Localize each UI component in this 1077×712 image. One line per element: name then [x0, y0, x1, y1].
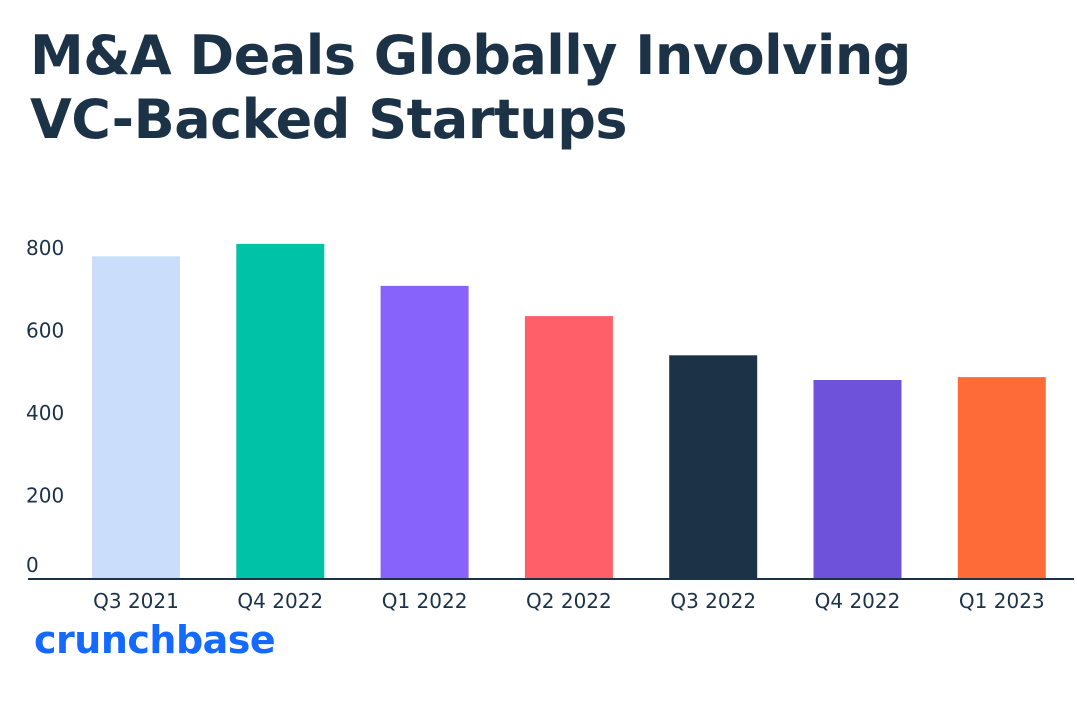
x-tick-label: Q3 2022 [670, 589, 756, 613]
bar-q3-2022 [669, 355, 758, 579]
bars [92, 243, 1046, 579]
bar-q1-2023 [957, 377, 1046, 578]
x-tick-label: Q1 2022 [382, 589, 468, 613]
bar-q4-2022 [236, 243, 325, 578]
x-tick-label: Q2 2022 [526, 589, 612, 613]
y-tick-label: 800 [26, 236, 64, 260]
bar-q4-2022 [813, 380, 902, 578]
x-tick-label: Q4 2022 [815, 589, 901, 613]
y-tick-label: 200 [26, 484, 64, 508]
y-axis-ticks: 0 200 400 600 800 [26, 236, 64, 577]
bar-q1-2022 [380, 285, 469, 578]
x-tick-label: Q1 2023 [959, 589, 1045, 613]
y-tick-label: 400 [26, 401, 64, 425]
y-tick-label: 600 [26, 319, 64, 343]
x-tick-label: Q4 2022 [237, 589, 323, 613]
bar-q2-2022 [524, 316, 613, 578]
y-tick-label: 0 [26, 553, 39, 577]
chart-title-line-1: M&A Deals Globally Involving [30, 24, 911, 87]
chart-title: M&A Deals Globally Involving VC-Backed S… [30, 24, 1010, 152]
crunchbase-logo: crunchbase [34, 618, 276, 662]
x-tick-label: Q3 2021 [93, 589, 179, 613]
chart-title-line-2: VC-Backed Startups [30, 88, 628, 151]
bar-q3-2021 [92, 256, 180, 579]
x-axis-ticks: Q3 2021 Q4 2022 Q1 2022 Q2 2022 Q3 2022 Q4 20… [93, 589, 1045, 613]
